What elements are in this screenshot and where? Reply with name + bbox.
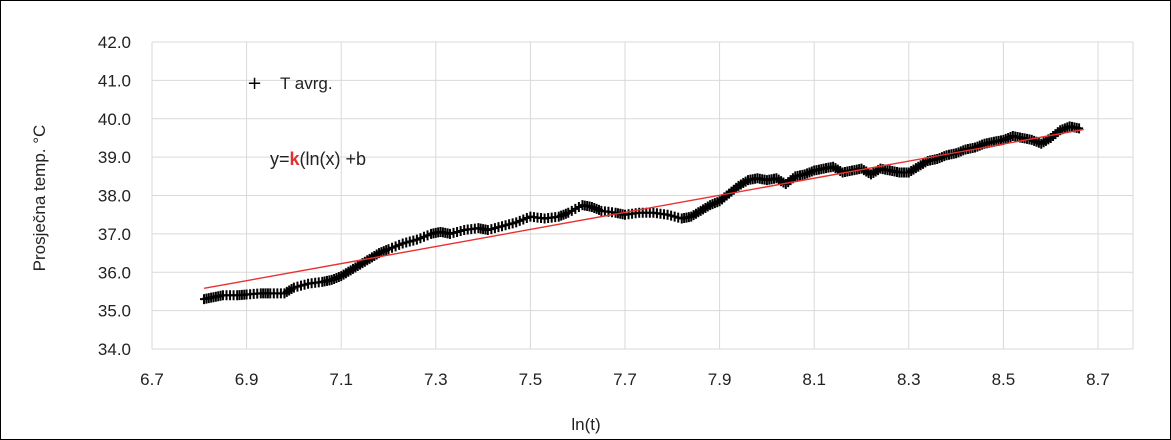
y-tick-labels: 34.0 35.0 36.0 37.0 38.0 39.0 40.0 41.0 42.0	[98, 33, 131, 359]
grid-lines	[151, 41, 1134, 350]
x-tick-label: 7.5	[519, 370, 543, 389]
x-tick-label: 7.3	[424, 370, 448, 389]
trendline	[203, 128, 1084, 290]
y-tick-label: 38.0	[98, 187, 131, 206]
x-tick-label: 7.1	[329, 370, 353, 389]
trendline-segment	[203, 128, 1084, 290]
equation-annotation: y=k(ln(x) +b	[270, 149, 366, 169]
y-tick-label: 40.0	[98, 110, 131, 129]
y-axis-label: Prosječna temp. °C	[30, 125, 49, 272]
y-tick-label: 34.0	[98, 340, 131, 359]
equation-prefix: y=	[270, 149, 290, 169]
data-points	[200, 121, 1084, 305]
equation-k: k	[290, 149, 301, 169]
y-tick-label: 37.0	[98, 225, 131, 244]
y-tick-label: 35.0	[98, 302, 131, 321]
x-tick-labels: 6.7 6.9 7.1 7.3 7.5 7.7 7.9 8.1 8.3 8.5 8.7	[140, 370, 1110, 389]
x-tick-label: 8.7	[1086, 370, 1110, 389]
y-tick-label: 42.0	[98, 33, 131, 52]
y-tick-label: 39.0	[98, 148, 131, 167]
x-axis-label: ln(t)	[571, 415, 600, 434]
x-tick-label: 8.1	[802, 370, 826, 389]
x-tick-label: 6.9	[235, 370, 259, 389]
legend-marker: +	[247, 73, 262, 94]
data-point	[1075, 123, 1084, 134]
x-tick-label: 6.7	[140, 370, 164, 389]
x-tick-label: 8.3	[897, 370, 921, 389]
legend-label: T avrg.	[280, 74, 333, 93]
x-tick-label: 7.9	[708, 370, 732, 389]
y-tick-label: 41.0	[98, 71, 131, 90]
x-tick-label: 7.7	[613, 370, 637, 389]
equation-suffix: (ln(x) +b	[300, 149, 367, 169]
y-tick-label: 36.0	[98, 263, 131, 282]
legend: + T avrg.	[247, 73, 333, 94]
x-tick-label: 8.5	[992, 370, 1016, 389]
